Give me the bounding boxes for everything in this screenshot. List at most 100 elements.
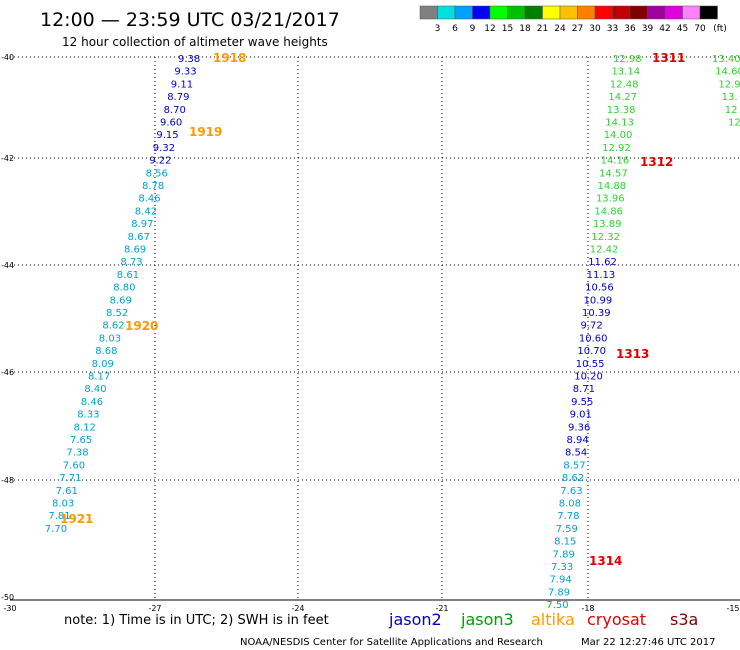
scale-swatch xyxy=(594,5,613,20)
track-value: 8.09 xyxy=(92,359,114,370)
scale-swatch xyxy=(699,5,718,20)
scale-tick-label: 3 xyxy=(435,24,441,34)
track-value: 8.57 xyxy=(563,460,585,471)
track-value: 14.57 xyxy=(599,168,628,179)
scale-swatch xyxy=(612,5,631,20)
scale-tick-label: 36 xyxy=(624,24,636,34)
track-value: 10.39 xyxy=(582,308,611,319)
legend-item-jason3: jason3 xyxy=(460,610,514,629)
track-value: 8.17 xyxy=(88,372,110,383)
scale-swatch xyxy=(647,5,666,20)
track-value: 8.61 xyxy=(117,270,139,281)
track-value: 11.13 xyxy=(587,270,616,281)
lat-tick-label: -50 xyxy=(1,593,14,602)
scale-swatch xyxy=(524,5,543,20)
track-value: 14.88 xyxy=(598,181,627,192)
track-value: 9.22 xyxy=(149,156,171,167)
track-value: 8.52 xyxy=(106,308,128,319)
scale-tick-label: 39 xyxy=(642,24,654,34)
track-value: 10.99 xyxy=(584,295,613,306)
scale-tick-label: 21 xyxy=(537,24,548,34)
track-value: 10.56 xyxy=(585,283,614,294)
track-value: 7.65 xyxy=(70,435,92,446)
timestamp-text: Mar 22 12:27:46 UTC 2017 xyxy=(581,637,716,648)
color-scale: 3 6 9 12 15 18 21 24 27 30 33 36 39 42 45 70 (ft) xyxy=(419,5,727,34)
track-value: 8.62 xyxy=(562,473,584,484)
track-value: 7.50 xyxy=(546,600,568,611)
track-value: 14.13 xyxy=(605,118,634,129)
map-title: 12:00 — 23:59 UTC 03/21/2017 xyxy=(40,9,340,31)
scale-swatch xyxy=(629,5,648,20)
track-value: 9.60 xyxy=(160,118,182,129)
track-value: 7.59 xyxy=(556,524,578,535)
track-value: 8.62 xyxy=(102,321,124,332)
track-value: 8.03 xyxy=(52,499,74,510)
track-value: 13.38 xyxy=(607,105,636,116)
track-value: 7.61 xyxy=(56,486,78,497)
time-labels: 1918 1919 1920 1921 1311 1312 1313 1314 xyxy=(60,51,685,568)
track-value: 12.9 xyxy=(718,79,740,90)
scale-swatch xyxy=(542,5,561,20)
scale-swatch xyxy=(507,5,526,20)
scale-tick-label: 12 xyxy=(484,24,495,34)
track-value: 9.55 xyxy=(571,397,593,408)
track-value: 8.33 xyxy=(77,410,99,421)
cryosat-time-label: 1314 xyxy=(589,554,622,568)
track-value: 8.70 xyxy=(164,105,186,116)
track-value: 8.71 xyxy=(573,384,595,395)
track-value: 8.15 xyxy=(554,537,576,548)
scale-tick-label: 18 xyxy=(519,24,531,34)
scale-swatch xyxy=(559,5,578,20)
lat-tick-label: -40 xyxy=(1,53,14,62)
track-value: 8.78 xyxy=(142,181,164,192)
scale-tick-label: 30 xyxy=(589,24,601,34)
track-value: 8.46 xyxy=(81,397,103,408)
scale-swatch xyxy=(472,5,491,20)
scale-tick-label: 70 xyxy=(694,24,706,34)
track-value: 12.32 xyxy=(591,232,620,243)
track-value: 7.81 xyxy=(48,511,70,522)
track-value: 8.08 xyxy=(559,499,581,510)
scale-tick-label: 24 xyxy=(554,24,566,34)
track-value: 8.73 xyxy=(120,257,142,268)
track-value: 9.15 xyxy=(156,130,178,141)
satellite-legend: jason2 jason3 altika cryosat s3a xyxy=(388,610,698,629)
track-value: 13.14 xyxy=(611,67,640,78)
altika-time-label: 1918 xyxy=(213,51,246,65)
track-value: 12 xyxy=(728,118,740,129)
track-value: 8.42 xyxy=(135,206,157,217)
track-value: 13.40 xyxy=(712,54,740,65)
track-value: 12.48 xyxy=(610,79,639,90)
cryosat-time-label: 1311 xyxy=(652,51,685,65)
scale-swatch xyxy=(419,5,438,20)
track-value: 8.97 xyxy=(131,219,153,230)
track-value: 9.38 xyxy=(178,54,200,65)
track-value: 14.16 xyxy=(601,156,630,167)
lon-tick-label: -15 xyxy=(726,604,739,613)
scale-swatch xyxy=(437,5,456,20)
track-value: 8.79 xyxy=(167,92,189,103)
track-value: 9.33 xyxy=(174,67,196,78)
scale-swatch xyxy=(454,5,473,20)
track-value: 12.42 xyxy=(590,245,619,256)
track-value: 8.67 xyxy=(128,232,150,243)
track-value: 14.00 xyxy=(604,130,633,141)
track-value: 9.11 xyxy=(171,79,193,90)
track-value: 14.27 xyxy=(608,92,637,103)
lon-tick-label: -27 xyxy=(148,604,161,613)
track-value: 7.33 xyxy=(551,562,573,573)
track-value: 8.69 xyxy=(124,245,146,256)
footer-note: note: 1) Time is in UTC; 2) SWH is in fe… xyxy=(64,613,329,628)
track-value: 8.40 xyxy=(84,384,106,395)
map-subtitle: 12 hour collection of altimeter wave hei… xyxy=(62,35,328,49)
track-value: 12 xyxy=(725,105,738,116)
scale-swatch xyxy=(577,5,596,20)
track-value: 7.94 xyxy=(549,575,571,586)
scale-tick-label: 45 xyxy=(677,24,688,34)
lon-tick-label: -30 xyxy=(3,604,16,613)
altika-time-label: 1920 xyxy=(125,319,158,333)
scale-tick-label: 42 xyxy=(659,24,670,34)
track-value: 10.60 xyxy=(579,333,608,344)
lon-tick-label: -18 xyxy=(581,604,594,613)
track-value: 8.68 xyxy=(95,346,117,357)
